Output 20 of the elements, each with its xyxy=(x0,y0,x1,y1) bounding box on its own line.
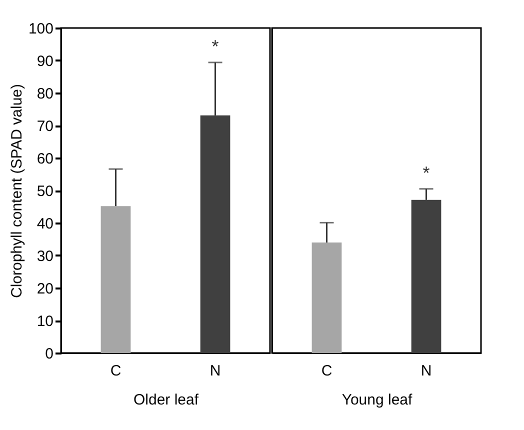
annotation: * xyxy=(422,162,430,183)
y-tick-label: 90 xyxy=(36,53,54,70)
y-axis-title: Clorophyll content (SPAD value) xyxy=(8,84,26,298)
annotation: * xyxy=(212,36,219,56)
y-tick-label: 60 xyxy=(36,150,54,168)
y-tick-label: 20 xyxy=(36,280,54,298)
x-tick-label: N xyxy=(420,362,432,380)
y-tick-label: 50 xyxy=(36,183,54,200)
y-tick-label: 10 xyxy=(36,313,54,330)
y-tick-label: 40 xyxy=(36,216,54,232)
y-tick-label: 0 xyxy=(45,346,54,362)
y-tick-label: 100 xyxy=(28,20,54,38)
y-tick-label: 70 xyxy=(36,118,54,135)
x-tick-label: N xyxy=(210,362,221,380)
y-tick-label: 30 xyxy=(36,248,54,265)
x-tick-label: C xyxy=(321,362,332,380)
y-tick-label: 80 xyxy=(36,86,54,102)
x-tick-label: C xyxy=(110,362,122,380)
x-axis-title: Older leaf xyxy=(133,392,200,408)
x-axis-title: Young leaf xyxy=(342,392,413,408)
